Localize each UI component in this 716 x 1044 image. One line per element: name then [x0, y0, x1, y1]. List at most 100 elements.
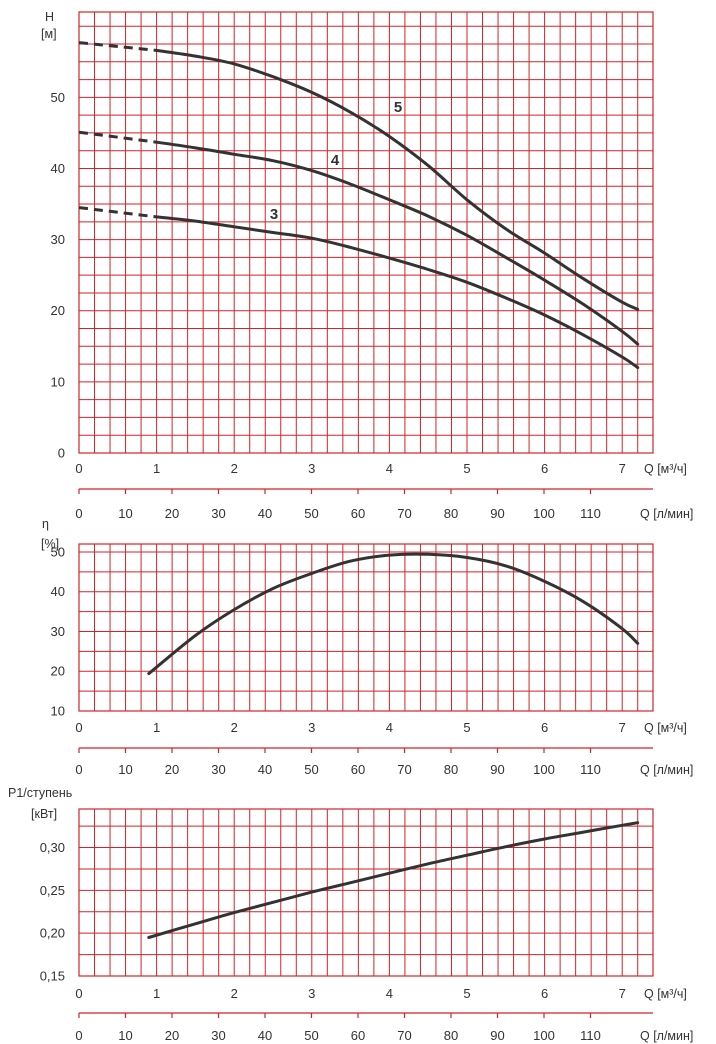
- y-tick-label: 0,30: [40, 840, 65, 855]
- y-tick-label: 20: [51, 664, 65, 679]
- x2-tick-label: 60: [351, 506, 365, 521]
- x2-tick-label: 0: [75, 506, 82, 521]
- x-tick-label: 1: [153, 986, 160, 1001]
- x-tick-label: 5: [463, 720, 470, 735]
- x2-tick-label: 10: [118, 762, 132, 777]
- y-axis-unit: [кВт]: [31, 807, 57, 821]
- curve-3-extrapolated-line: [78, 206, 157, 219]
- x-tick-label: 2: [231, 720, 238, 735]
- y-tick-label: 10: [51, 374, 65, 389]
- curve-line: [147, 552, 640, 676]
- y-axis-title: H: [45, 10, 54, 24]
- x2-tick-label: 110: [580, 1028, 601, 1043]
- plot-frame: [78, 808, 654, 977]
- x2-tick-label: 50: [304, 1028, 318, 1043]
- y-tick-label: 0,25: [40, 883, 65, 898]
- y-axis-title: P1/ступень: [8, 786, 72, 800]
- x2-tick-label: 30: [211, 1028, 225, 1043]
- x-tick-label: 1: [153, 461, 160, 476]
- y-tick-label: 0,20: [40, 926, 65, 941]
- x2-tick-label: 80: [444, 1028, 458, 1043]
- x2-tick-label: 100: [533, 1028, 555, 1043]
- x-tick-label: 0: [75, 461, 82, 476]
- x2-tick-label: 20: [165, 1028, 179, 1043]
- y-tick-label: 0,15: [40, 969, 65, 984]
- y-axis-title: η: [42, 517, 49, 531]
- y-tick-label: 50: [51, 90, 65, 105]
- x2-axis-title: Q [л/мин]: [640, 1029, 693, 1043]
- x2-tick-label: 110: [580, 762, 601, 777]
- y-axis-unit: [%]: [41, 537, 59, 551]
- x-tick-label: 2: [231, 461, 238, 476]
- x2-tick-label: 40: [258, 762, 272, 777]
- x-tick-label: 5: [463, 461, 470, 476]
- x2-tick-label: 30: [211, 762, 225, 777]
- x2-tick-label: 110: [580, 506, 601, 521]
- plot-frame: [78, 11, 654, 454]
- x2-tick-label: 0: [75, 1028, 82, 1043]
- x2-tick-label: 70: [397, 506, 411, 521]
- x2-tick-label: 80: [444, 506, 458, 521]
- y-tick-label: 30: [51, 232, 65, 247]
- x-tick-label: 3: [308, 986, 315, 1001]
- x-tick-label: 0: [75, 720, 82, 735]
- x-tick-label: 3: [308, 461, 315, 476]
- plot-frame: [78, 543, 654, 712]
- y-axis-unit: [м]: [41, 27, 57, 41]
- x-tick-label: 7: [619, 461, 626, 476]
- x-tick-label: 6: [541, 986, 548, 1001]
- x-tick-label: 7: [619, 986, 626, 1001]
- x-axis-title: Q [м³/ч]: [644, 987, 687, 1001]
- y-tick-label: 40: [51, 161, 65, 176]
- curve-label-3: 3: [270, 206, 278, 223]
- y-tick-label: 10: [51, 704, 65, 719]
- x2-tick-label: 90: [490, 1028, 504, 1043]
- x2-tick-label: 40: [258, 1028, 272, 1043]
- x2-tick-label: 100: [533, 506, 555, 521]
- y-tick-label: 0: [58, 446, 65, 461]
- curve-5-line: [155, 48, 640, 311]
- curve-label-5: 5: [394, 99, 402, 116]
- x2-axis-title: Q [л/мин]: [640, 763, 693, 777]
- x2-tick-label: 10: [118, 1028, 132, 1043]
- x2-tick-label: 70: [397, 1028, 411, 1043]
- x2-tick-label: 20: [165, 762, 179, 777]
- x-tick-label: 0: [75, 986, 82, 1001]
- x2-tick-label: 10: [118, 506, 132, 521]
- x-tick-label: 2: [231, 986, 238, 1001]
- y-tick-label: 40: [51, 584, 65, 599]
- x-tick-label: 4: [386, 461, 393, 476]
- x2-tick-label: 0: [75, 762, 82, 777]
- x2-tick-label: 80: [444, 762, 458, 777]
- x2-tick-label: 30: [211, 506, 225, 521]
- x-tick-label: 3: [308, 720, 315, 735]
- x-tick-label: 6: [541, 461, 548, 476]
- x2-tick-label: 50: [304, 762, 318, 777]
- x-tick-label: 4: [386, 720, 393, 735]
- curve-3-line: [155, 215, 640, 370]
- x2-axis-title: Q [л/мин]: [640, 507, 693, 521]
- x2-tick-label: 50: [304, 506, 318, 521]
- x-tick-label: 1: [153, 720, 160, 735]
- chart-panel-3: 0,15 0,20 0,25 0,30 P1/ступень [кВт] 0 1 2 3 4 5 6 7 Q…: [8, 786, 693, 1043]
- x-tick-label: 7: [619, 720, 626, 735]
- curve-label-4: 4: [331, 152, 340, 169]
- curve-line: [147, 821, 640, 939]
- x2-tick-label: 60: [351, 762, 365, 777]
- x-axis-title: Q [м³/ч]: [644, 721, 687, 735]
- x-tick-label: 4: [386, 986, 393, 1001]
- y-tick-label: 20: [51, 303, 65, 318]
- curve-5-extrapolated-line: [78, 41, 157, 52]
- x2-tick-label: 40: [258, 506, 272, 521]
- x2-tick-label: 60: [351, 1028, 365, 1043]
- x-tick-label: 5: [463, 986, 470, 1001]
- y-tick-label: 50: [51, 544, 65, 559]
- x2-tick-label: 70: [397, 762, 411, 777]
- y-tick-label: 30: [51, 624, 65, 639]
- x2-tick-label: 20: [165, 506, 179, 521]
- x2-tick-label: 100: [533, 762, 555, 777]
- curve-4-line: [155, 140, 640, 346]
- x2-tick-label: 90: [490, 762, 504, 777]
